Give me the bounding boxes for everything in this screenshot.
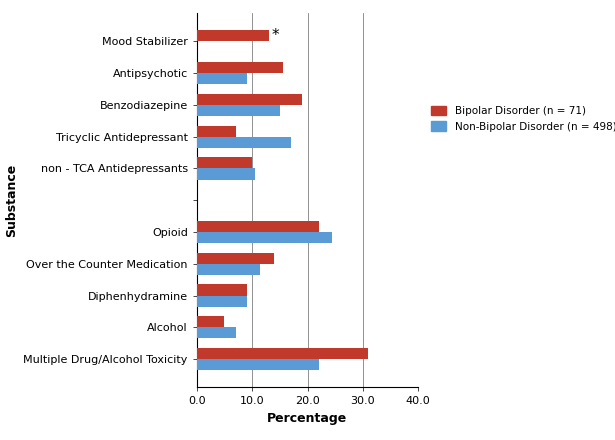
- Bar: [197, 264, 261, 275]
- Bar: [197, 359, 319, 370]
- Text: *: *: [272, 28, 279, 43]
- Bar: [197, 232, 333, 243]
- Bar: [197, 327, 236, 338]
- X-axis label: Percentage: Percentage: [268, 412, 347, 425]
- Y-axis label: Substance: Substance: [5, 164, 18, 237]
- Legend: Bipolar Disorder (n = 71), Non-Bipolar Disorder (n = 498): Bipolar Disorder (n = 71), Non-Bipolar D…: [426, 101, 615, 137]
- Bar: [197, 137, 291, 148]
- Bar: [197, 221, 319, 232]
- Bar: [197, 105, 280, 116]
- Bar: [197, 94, 302, 105]
- Bar: [197, 30, 269, 41]
- Bar: [197, 348, 368, 359]
- Bar: [197, 62, 283, 73]
- Bar: [197, 296, 247, 307]
- Bar: [197, 253, 274, 264]
- Bar: [197, 284, 247, 296]
- Bar: [197, 125, 236, 137]
- Bar: [197, 169, 255, 180]
- Bar: [197, 158, 252, 169]
- Bar: [197, 316, 224, 327]
- Bar: [197, 73, 247, 84]
